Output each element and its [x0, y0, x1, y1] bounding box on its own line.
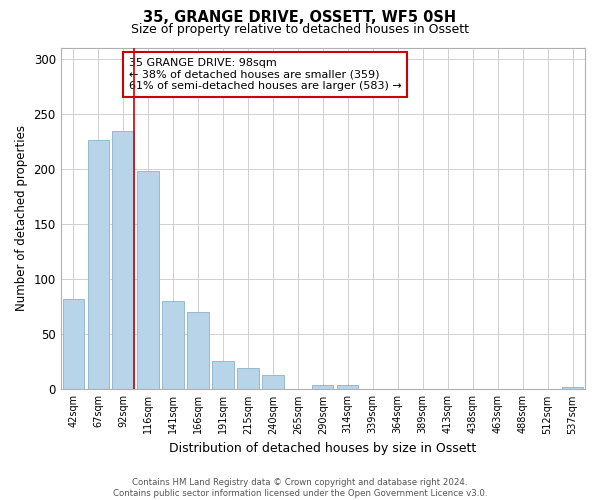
Text: Size of property relative to detached houses in Ossett: Size of property relative to detached ho… — [131, 22, 469, 36]
Bar — [163, 301, 184, 390]
Bar — [262, 375, 284, 390]
Bar — [137, 171, 158, 390]
Bar — [562, 387, 583, 390]
Y-axis label: Number of detached properties: Number of detached properties — [15, 126, 28, 312]
Bar — [88, 140, 109, 390]
Bar — [112, 132, 134, 390]
Bar — [187, 312, 209, 390]
Bar — [238, 368, 259, 390]
Bar — [312, 385, 334, 390]
Text: Contains HM Land Registry data © Crown copyright and database right 2024.
Contai: Contains HM Land Registry data © Crown c… — [113, 478, 487, 498]
Bar — [62, 299, 84, 390]
Bar — [337, 385, 358, 390]
X-axis label: Distribution of detached houses by size in Ossett: Distribution of detached houses by size … — [169, 442, 476, 455]
Text: 35 GRANGE DRIVE: 98sqm
← 38% of detached houses are smaller (359)
61% of semi-de: 35 GRANGE DRIVE: 98sqm ← 38% of detached… — [129, 58, 401, 91]
Text: 35, GRANGE DRIVE, OSSETT, WF5 0SH: 35, GRANGE DRIVE, OSSETT, WF5 0SH — [143, 10, 457, 25]
Bar — [212, 361, 233, 390]
